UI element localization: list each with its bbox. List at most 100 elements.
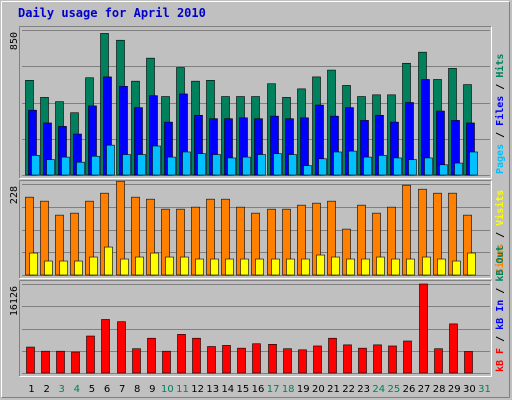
bar-pages-day-12 [197,153,206,176]
bar-pages-day-6 [106,144,115,176]
legend-separator: / [495,226,506,244]
legend-item-kb-f: kB F [495,348,506,372]
bar-visits-day-16 [255,258,264,276]
bar-kb-f-day-28 [434,348,443,374]
day-label-11: 11 [176,384,189,395]
bar-visits-day-12 [195,258,204,276]
y-max-label: 228 [9,186,20,204]
bar-kb-f-day-20 [313,345,322,374]
bar-pages-day-18 [288,154,297,176]
bar-pages-day-11 [182,151,191,176]
bar-pages-day-2 [46,159,55,176]
bar-visits-day-13 [210,258,219,276]
bar-pages-day-5 [91,155,100,176]
bar-pages-day-13 [212,154,221,176]
legend-item-sites: Sites [494,244,506,274]
day-label-5: 5 [89,384,95,395]
bar-kb-f-day-29 [449,323,458,374]
legend-separator: / [495,78,506,96]
bar-visits-day-24 [376,256,385,276]
bar-visits-day-26 [406,258,415,276]
bar-pages-day-1 [31,155,40,176]
bar-visits-day-19 [301,258,310,276]
bar-kb-f-day-25 [388,345,397,374]
bar-pages-day-19 [303,165,312,176]
bar-visits-day-1 [29,252,38,276]
bar-visits-day-9 [150,252,159,276]
bar-pages-day-30 [469,151,478,176]
bar-pages-day-24 [378,155,387,176]
legend-item-pages: Pages [495,144,506,174]
day-label-14: 14 [221,384,234,395]
legend-item-hits: Hits [494,54,506,78]
day-label-24: 24 [372,384,385,395]
legend-separator: / [495,126,506,144]
day-label-19: 19 [297,384,310,395]
bar-kb-f-day-27 [419,283,428,374]
bar-pages-day-25 [393,157,402,176]
bar-pages-day-22 [348,150,357,176]
bar-visits-day-18 [286,258,295,276]
legend-item-visits: Visits [494,190,506,226]
day-label-4: 4 [74,384,80,395]
bar-visits-day-14 [225,258,234,276]
bar-pages-day-29 [454,162,463,176]
bar-kb-f-day-5 [86,335,95,374]
bar-kb-f-day-4 [71,351,80,374]
day-label-16: 16 [252,384,265,395]
bar-visits-day-25 [391,258,400,276]
legend-separator: / [495,330,506,348]
bar-kb-f-day-15 [237,347,246,374]
chart-title: Daily usage for April 2010 [18,6,206,20]
bar-pages-day-26 [408,159,417,176]
legend-kbytes: kB F / kB In / kB Out [495,246,506,372]
panel-kbytes: 16126 kB F / kB In / kB Out [9,246,506,374]
day-label-21: 21 [327,384,340,395]
bar-visits-day-10 [165,256,174,276]
day-label-9: 9 [149,384,155,395]
bar-visits-day-6 [104,246,113,276]
day-label-22: 22 [342,384,355,395]
bar-visits-day-8 [135,256,144,276]
bar-visits-day-17 [271,258,280,276]
bar-kb-f-day-1 [26,346,35,374]
day-label-6: 6 [104,384,110,395]
day-label-13: 13 [206,384,219,395]
bar-visits-day-11 [180,256,189,276]
bar-visits-day-21 [331,256,340,276]
day-label-12: 12 [191,384,204,395]
bar-visits-day-22 [346,258,355,276]
y-max-label: 850 [9,32,20,50]
bar-kb-f-day-23 [358,347,367,374]
day-label-23: 23 [357,384,370,395]
day-label-18: 18 [282,384,295,395]
bar-visits-day-27 [422,256,431,276]
bar-pages-day-14 [227,157,236,176]
bar-pages-day-17 [273,153,282,176]
bar-pages-day-4 [76,161,85,176]
day-label-31: 31 [478,384,491,395]
bar-kb-f-day-19 [298,349,307,374]
bar-kb-f-day-6 [101,319,110,374]
bar-visits-day-20 [316,254,325,276]
day-label-7: 7 [119,384,125,395]
day-label-8: 8 [134,384,140,395]
bar-kb-f-day-16 [252,343,261,374]
bar-kb-f-day-3 [56,350,65,374]
bar-kb-f-day-22 [343,344,352,374]
bar-visits-day-4 [74,260,83,276]
day-label-10: 10 [161,384,174,395]
bar-visits-day-23 [361,258,370,276]
bar-kb-f-day-9 [147,337,156,374]
panel-hits-files-pages: 850 Pages / Files / Hits [9,30,506,176]
bar-visits-day-28 [437,258,446,276]
legend-item-files: Files [494,96,506,126]
bar-kb-f-day-30 [464,351,473,374]
bar-pages-day-21 [333,151,342,176]
bar-visits-day-7 [120,258,129,276]
bar-visits-day-15 [240,258,249,276]
day-label-25: 25 [388,384,401,395]
bar-pages-day-20 [318,158,327,176]
bar-visits-day-3 [59,260,68,276]
